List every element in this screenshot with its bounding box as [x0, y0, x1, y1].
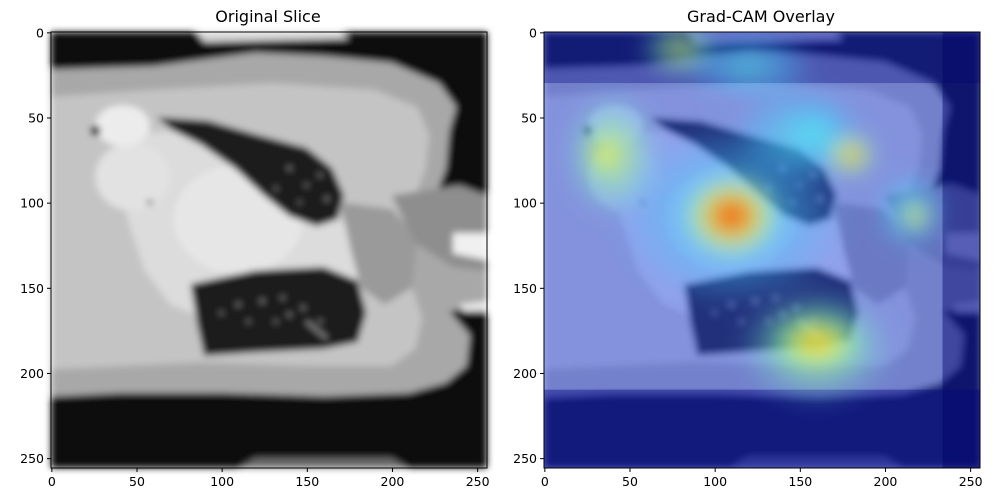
x-tick-label: 250 [959, 474, 983, 489]
x-tick-label: 200 [381, 474, 405, 489]
panel-original-slice: Original Slice 0 50 100 150 200 250 0 50 100 150 2… [20, 7, 489, 489]
axis-ticks: 0 50 100 150 200 250 0 50 100 150 200 250 [513, 25, 982, 489]
x-tick-label: 50 [622, 474, 638, 489]
y-tick-label: 200 [20, 366, 44, 381]
x-tick-label: 100 [210, 474, 234, 489]
ct-image [49, 30, 489, 470]
axis-ticks: 0 50 100 150 200 250 0 50 100 150 200 250 [20, 25, 489, 489]
overlay-image [544, 32, 980, 468]
panel-title: Original Slice [215, 7, 320, 26]
x-tick-label: 200 [874, 474, 898, 489]
panel-title: Grad-CAM Overlay [687, 7, 835, 26]
axes-frame [50, 31, 488, 469]
y-tick-label: 0 [36, 25, 44, 40]
y-tick-label: 250 [20, 451, 44, 466]
x-tick-label: 0 [48, 474, 56, 489]
x-tick-label: 150 [788, 474, 812, 489]
y-tick-label: 50 [521, 111, 537, 126]
y-tick-label: 0 [529, 25, 537, 40]
y-tick-label: 250 [513, 451, 537, 466]
y-tick-label: 200 [513, 366, 537, 381]
x-tick-label: 100 [703, 474, 727, 489]
y-tick-label: 150 [513, 281, 537, 296]
y-tick-label: 150 [20, 281, 44, 296]
y-tick-label: 100 [20, 196, 44, 211]
x-tick-label: 50 [129, 474, 145, 489]
x-tick-label: 0 [541, 474, 549, 489]
y-tick-label: 50 [28, 111, 44, 126]
axes-frame [543, 31, 981, 469]
x-tick-label: 250 [466, 474, 490, 489]
y-tick-label: 100 [513, 196, 537, 211]
panel-gradcam-overlay: Grad-CAM Overlay [513, 7, 982, 489]
x-tick-label: 150 [295, 474, 319, 489]
